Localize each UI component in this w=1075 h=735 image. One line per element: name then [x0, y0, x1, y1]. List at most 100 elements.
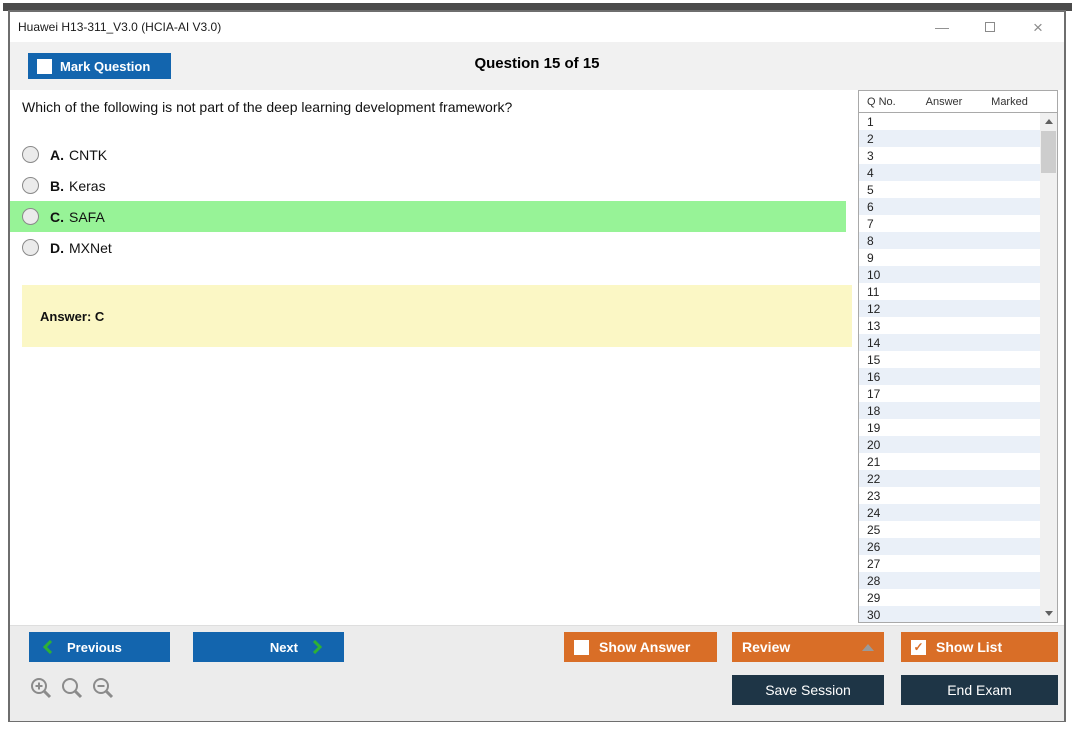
table-cell: 7 — [867, 216, 874, 231]
option-text: CNTK — [69, 146, 108, 163]
table-row[interactable]: 21 — [859, 453, 1057, 470]
answer-box: Answer: C — [22, 285, 852, 347]
zoom-reset-icon[interactable] — [60, 676, 84, 700]
table-row[interactable]: 26 — [859, 538, 1057, 555]
review-button[interactable]: Review — [732, 632, 884, 662]
table-row[interactable]: 24 — [859, 504, 1057, 521]
question-text: Which of the following is not part of th… — [22, 99, 513, 115]
table-row[interactable]: 10 — [859, 266, 1057, 283]
table-cell: 20 — [867, 437, 881, 452]
table-cell: 23 — [867, 488, 881, 503]
option-row[interactable]: B. Keras — [10, 170, 846, 201]
show-list-checkbox[interactable]: ✓ — [911, 639, 926, 655]
end-exam-label: End Exam — [947, 682, 1012, 698]
table-cell: 25 — [867, 522, 881, 537]
table-row[interactable]: 17 — [859, 385, 1057, 402]
scroll-down-icon[interactable] — [1040, 605, 1057, 622]
minimize-icon[interactable]: — — [935, 19, 949, 35]
table-row[interactable]: 18 — [859, 402, 1057, 419]
chevron-left-icon — [43, 640, 53, 654]
table-row[interactable]: 11 — [859, 283, 1057, 300]
table-row[interactable]: 20 — [859, 436, 1057, 453]
table-row[interactable]: 15 — [859, 351, 1057, 368]
scrollbar-thumb[interactable] — [1041, 131, 1056, 173]
table-row[interactable]: 4 — [859, 164, 1057, 181]
chevron-up-icon — [862, 644, 874, 651]
table-cell: 27 — [867, 556, 881, 571]
zoom-in-icon[interactable] — [29, 676, 53, 700]
option-text: MXNet — [69, 239, 112, 256]
zoom-tools — [29, 676, 115, 700]
table-row[interactable]: 19 — [859, 419, 1057, 436]
table-row[interactable]: 28 — [859, 572, 1057, 589]
table-row[interactable]: 2 — [859, 130, 1057, 147]
show-list-label: Show List — [936, 639, 1003, 655]
column-header-answer: Answer — [925, 95, 963, 108]
mark-question-button[interactable]: Mark Question — [28, 53, 171, 79]
table-cell: 26 — [867, 539, 881, 554]
table-row[interactable]: 30 — [859, 606, 1057, 622]
table-cell: 18 — [867, 403, 881, 418]
table-row[interactable]: 9 — [859, 249, 1057, 266]
option-row[interactable]: C. SAFA — [10, 201, 846, 232]
close-icon[interactable]: × — [1033, 17, 1043, 37]
table-cell: 8 — [867, 233, 874, 248]
show-answer-button[interactable]: Show Answer — [564, 632, 717, 662]
table-row[interactable]: 8 — [859, 232, 1057, 249]
scrollbar[interactable] — [1040, 113, 1057, 622]
table-cell: 13 — [867, 318, 881, 333]
maximize-icon[interactable] — [985, 22, 995, 32]
table-cell: 14 — [867, 335, 881, 350]
show-answer-checkbox[interactable] — [574, 639, 589, 655]
previous-label: Previous — [67, 639, 122, 655]
table-cell: 4 — [867, 165, 874, 180]
table-row[interactable]: 5 — [859, 181, 1057, 198]
table-row[interactable]: 13 — [859, 317, 1057, 334]
option-row[interactable]: D. MXNet — [10, 232, 846, 263]
radio-button[interactable] — [22, 146, 39, 163]
table-row[interactable]: 27 — [859, 555, 1057, 572]
table-row[interactable]: 6 — [859, 198, 1057, 215]
table-row[interactable]: 3 — [859, 147, 1057, 164]
table-row[interactable]: 14 — [859, 334, 1057, 351]
table-row[interactable]: 29 — [859, 589, 1057, 606]
table-cell: 9 — [867, 250, 874, 265]
table-cell: 1 — [867, 114, 874, 129]
answer-text: Answer: C — [40, 308, 105, 324]
table-cell: 10 — [867, 267, 881, 282]
table-row[interactable]: 23 — [859, 487, 1057, 504]
end-exam-button[interactable]: End Exam — [901, 675, 1058, 705]
save-session-button[interactable]: Save Session — [732, 675, 884, 705]
window-title: Huawei H13-311_V3.0 (HCIA-AI V3.0) — [18, 20, 222, 34]
screen-top-edge — [3, 3, 1072, 11]
table-row[interactable]: 16 — [859, 368, 1057, 385]
radio-button[interactable] — [22, 208, 39, 225]
zoom-out-icon[interactable] — [91, 676, 115, 700]
table-cell: 6 — [867, 199, 874, 214]
next-label: Next — [269, 639, 298, 655]
title-bar: Huawei H13-311_V3.0 (HCIA-AI V3.0) — × — [10, 12, 1064, 42]
table-cell: 15 — [867, 352, 881, 367]
option-row[interactable]: A. CNTK — [10, 139, 846, 170]
next-button[interactable]: Next — [193, 632, 344, 662]
table-row[interactable]: 25 — [859, 521, 1057, 538]
mark-question-checkbox[interactable] — [37, 58, 52, 74]
question-list-panel: Q No. Answer Marked 1 2 3 4 5 6 7 8 9 10 11 12 13 14 1… — [858, 90, 1058, 623]
table-cell: 12 — [867, 301, 881, 316]
question-list-header: Q No. Answer Marked — [859, 91, 1057, 113]
radio-button[interactable] — [22, 239, 39, 256]
table-row[interactable]: 12 — [859, 300, 1057, 317]
previous-button[interactable]: Previous — [29, 632, 170, 662]
table-row[interactable]: 1 — [859, 113, 1057, 130]
show-list-button[interactable]: ✓ Show List — [901, 632, 1058, 662]
table-cell: 30 — [867, 607, 881, 622]
table-cell: 28 — [867, 573, 881, 588]
radio-button[interactable] — [22, 177, 39, 194]
scroll-up-icon[interactable] — [1040, 113, 1057, 130]
table-cell: 2 — [867, 131, 874, 146]
table-cell: 17 — [867, 386, 881, 401]
table-row[interactable]: 7 — [859, 215, 1057, 232]
table-row[interactable]: 22 — [859, 470, 1057, 487]
show-answer-label: Show Answer — [599, 639, 691, 655]
